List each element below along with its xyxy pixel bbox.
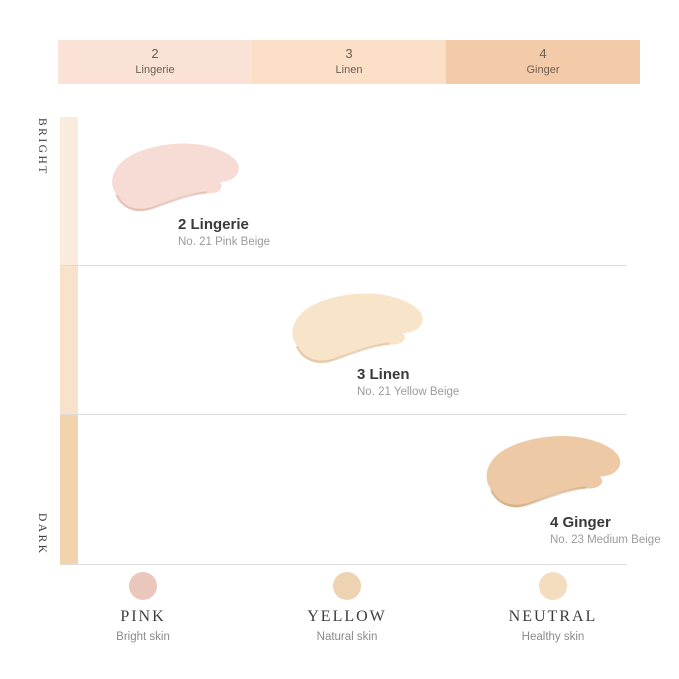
undertone-pink: PINK Bright skin	[61, 572, 225, 643]
swatch-subtitle: No. 23 Medium Beige	[550, 534, 661, 546]
tone-name: YELLOW	[307, 608, 387, 625]
tone-description: Natural skin	[316, 630, 378, 643]
shade-number: 4	[539, 46, 547, 62]
shade-segment-lingerie: 2 Lingerie	[58, 40, 252, 84]
tone-swatch-circle	[129, 572, 157, 600]
swatch-title: 4 Ginger	[550, 514, 611, 531]
row-divider	[62, 564, 627, 565]
product-smear-linen	[283, 288, 435, 378]
brightness-axis-bar	[60, 117, 78, 565]
swatch-subtitle: No. 21 Yellow Beige	[357, 386, 460, 398]
tone-name: PINK	[120, 608, 166, 625]
row-divider	[62, 414, 627, 415]
row-divider	[62, 265, 627, 266]
brightness-axis-segment-dark	[60, 415, 78, 565]
undertone-yellow: YELLOW Natural skin	[265, 572, 429, 643]
product-smear-ginger	[477, 430, 633, 523]
shade-scale-bar: 2 Lingerie 3 Linen 4 Ginger	[58, 40, 640, 84]
tone-swatch-circle	[333, 572, 361, 600]
tone-name: NEUTRAL	[508, 608, 598, 625]
swatch-title: 3 Linen	[357, 366, 410, 383]
tone-description: Healthy skin	[521, 630, 585, 643]
shade-number: 2	[151, 46, 159, 62]
shade-name: Linen	[335, 64, 363, 77]
shade-number: 3	[345, 46, 353, 62]
swatch-title: 2 Lingerie	[178, 216, 249, 233]
swatch-subtitle: No. 21 Pink Beige	[178, 236, 271, 248]
tone-description: Bright skin	[116, 630, 170, 643]
brightness-axis-segment-medium	[60, 265, 78, 415]
shade-segment-linen: 3 Linen	[252, 40, 446, 84]
product-smear-lingerie	[103, 138, 251, 226]
shade-name: Ginger	[526, 64, 560, 77]
shade-name: Lingerie	[135, 64, 175, 77]
brightness-axis-segment-bright	[60, 117, 78, 265]
shade-segment-ginger: 4 Ginger	[446, 40, 640, 84]
undertone-neutral: NEUTRAL Healthy skin	[471, 572, 635, 643]
bright-axis-label: BRIGHT	[36, 118, 48, 176]
dark-axis-label: DARK	[36, 513, 48, 556]
tone-swatch-circle	[539, 572, 567, 600]
